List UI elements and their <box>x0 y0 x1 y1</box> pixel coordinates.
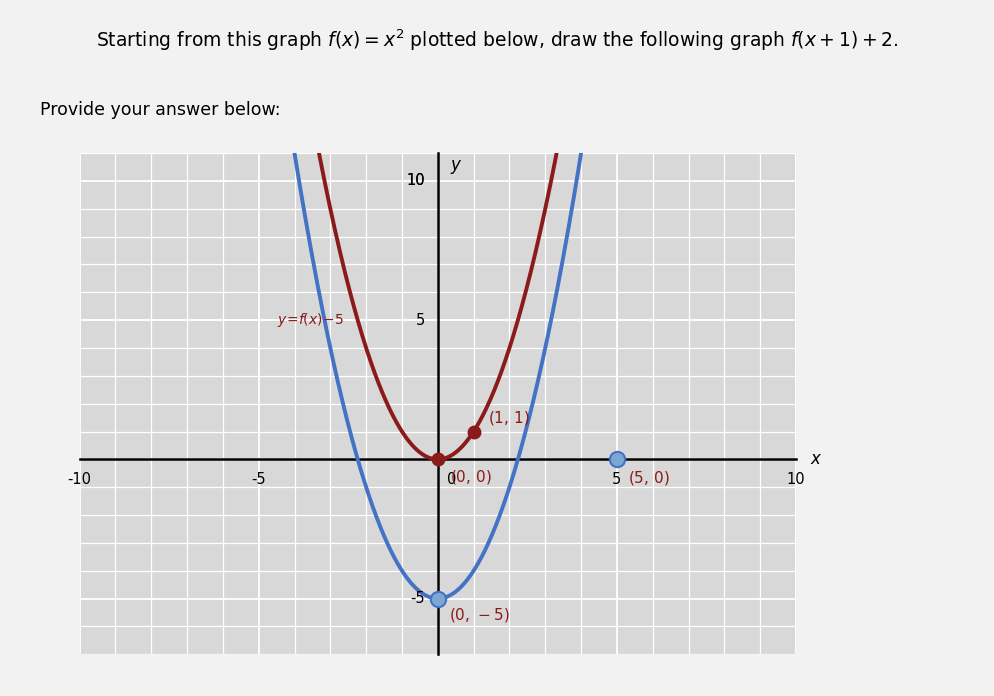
Text: Provide your answer below:: Provide your answer below: <box>40 101 280 119</box>
Text: 5: 5 <box>415 313 424 328</box>
Text: $y\!=\!f(x)\!-\!5$: $y\!=\!f(x)\!-\!5$ <box>276 311 343 329</box>
Text: 5: 5 <box>611 472 621 487</box>
Text: -5: -5 <box>411 591 424 606</box>
Text: -5: -5 <box>251 472 265 487</box>
Text: 0: 0 <box>446 472 455 487</box>
Text: 10: 10 <box>407 173 424 189</box>
Text: -10: -10 <box>68 472 91 487</box>
Text: Starting from this graph $f(x)=x^2$ plotted below, draw the following graph $f(x: Starting from this graph $f(x)=x^2$ plot… <box>96 28 898 54</box>
Text: y: y <box>450 156 460 174</box>
Text: $(5,\,0)$: $(5,\,0)$ <box>627 469 669 487</box>
Text: $(0,\,0)$: $(0,\,0)$ <box>450 468 492 486</box>
Text: $(1,\,1)$: $(1,\,1)$ <box>487 409 530 427</box>
Text: x: x <box>809 450 819 468</box>
Text: $(0,\,-5)$: $(0,\,-5)$ <box>448 606 509 624</box>
Text: 10: 10 <box>407 173 424 189</box>
Text: 10: 10 <box>786 472 804 487</box>
